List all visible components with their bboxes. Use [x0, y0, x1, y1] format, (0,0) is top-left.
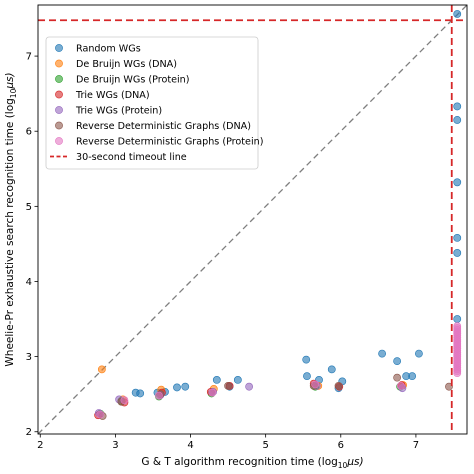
data-point — [303, 372, 311, 381]
data-point — [453, 315, 462, 323]
data-point — [408, 372, 417, 381]
data-point — [453, 102, 462, 111]
legend-label: Trie WGs (Protein) — [75, 106, 162, 117]
data-point — [136, 389, 145, 398]
y-tick-label: 4 — [26, 277, 32, 288]
y-tick-label: 2 — [26, 427, 32, 438]
data-point — [173, 383, 181, 392]
data-point — [155, 391, 163, 400]
legend-label: Reverse Deterministic Graphs (DNA) — [76, 121, 251, 132]
data-point — [453, 10, 462, 18]
y-tick-label: 6 — [26, 127, 32, 138]
data-point — [120, 396, 129, 405]
legend-box — [45, 36, 259, 170]
legend-marker — [55, 59, 63, 68]
data-point — [302, 355, 311, 364]
y-axis-label-text: Wheelie-Pr exhaustive search recognition… — [4, 98, 16, 366]
legend-label: Trie WGs (DNA) — [75, 90, 150, 101]
data-point — [415, 349, 423, 358]
y-tick-label: 7 — [26, 52, 32, 63]
legend-marker — [55, 44, 63, 52]
x-tick-label: 7 — [413, 440, 419, 451]
axis-ticks: 2 3 4 5 6 7 2 3 4 5 6 7 — [26, 52, 419, 451]
legend-label: De Bruijn WGs (DNA) — [76, 59, 177, 70]
x-axis-label-sub: 10 — [338, 461, 348, 470]
axes-frame — [37, 4, 468, 435]
data-point — [453, 178, 462, 187]
plot-area — [37, 4, 468, 435]
data-point — [453, 249, 462, 257]
data-point — [396, 382, 405, 390]
x-axis-label-unit: μs) — [346, 456, 363, 468]
data-point — [96, 410, 105, 419]
x-tick-label: 4 — [187, 440, 193, 451]
x-tick-label: 3 — [112, 440, 118, 451]
x-tick-label: 2 — [37, 440, 43, 451]
legend-label: 30-second timeout line — [76, 152, 187, 163]
y-tick-label: 3 — [26, 352, 32, 363]
data-point — [334, 382, 343, 390]
legend-marker — [55, 75, 63, 83]
series-group — [96, 380, 405, 419]
data-point — [453, 234, 462, 242]
legend-marker — [55, 106, 63, 114]
legend-label: De Bruijn WGs (Protein) — [76, 75, 190, 86]
series-group — [131, 10, 462, 398]
data-point — [393, 373, 402, 382]
legend-marker — [55, 90, 63, 99]
data-point — [212, 376, 221, 384]
data-point — [233, 376, 242, 384]
y-tick-label: 5 — [26, 202, 32, 213]
x-axis-label: G & T algorithm recognition time (log10μ… — [141, 456, 363, 470]
diagonal-line — [37, 4, 468, 435]
y-axis-label: Wheelie-Pr exhaustive search recognition… — [4, 72, 18, 366]
legend: Random WGs De Bruijn WGs (DNA) De Bruijn W… — [45, 36, 263, 170]
x-axis-label-text: G & T algorithm recognition time (log — [141, 456, 337, 468]
legend-marker — [55, 137, 63, 145]
x-tick-label: 6 — [338, 440, 344, 451]
data-point — [311, 380, 320, 389]
data-point — [445, 382, 453, 391]
y-axis-label-unit: μs) — [4, 72, 16, 89]
legend-marker — [55, 121, 63, 130]
legend-label: Random WGs — [76, 44, 141, 55]
legend-label: Reverse Deterministic Graphs (Protein) — [76, 137, 263, 148]
data-point — [453, 322, 462, 331]
data-point — [224, 382, 232, 390]
data-point — [97, 365, 106, 374]
data-point — [393, 357, 402, 366]
x-tick-label: 5 — [262, 440, 268, 451]
data-point — [245, 382, 254, 391]
y-axis-label-sub: 10 — [9, 88, 18, 98]
data-point — [453, 116, 462, 124]
data-point — [208, 388, 217, 397]
data-point — [327, 365, 336, 374]
data-point — [181, 382, 190, 391]
data-point — [378, 349, 387, 358]
